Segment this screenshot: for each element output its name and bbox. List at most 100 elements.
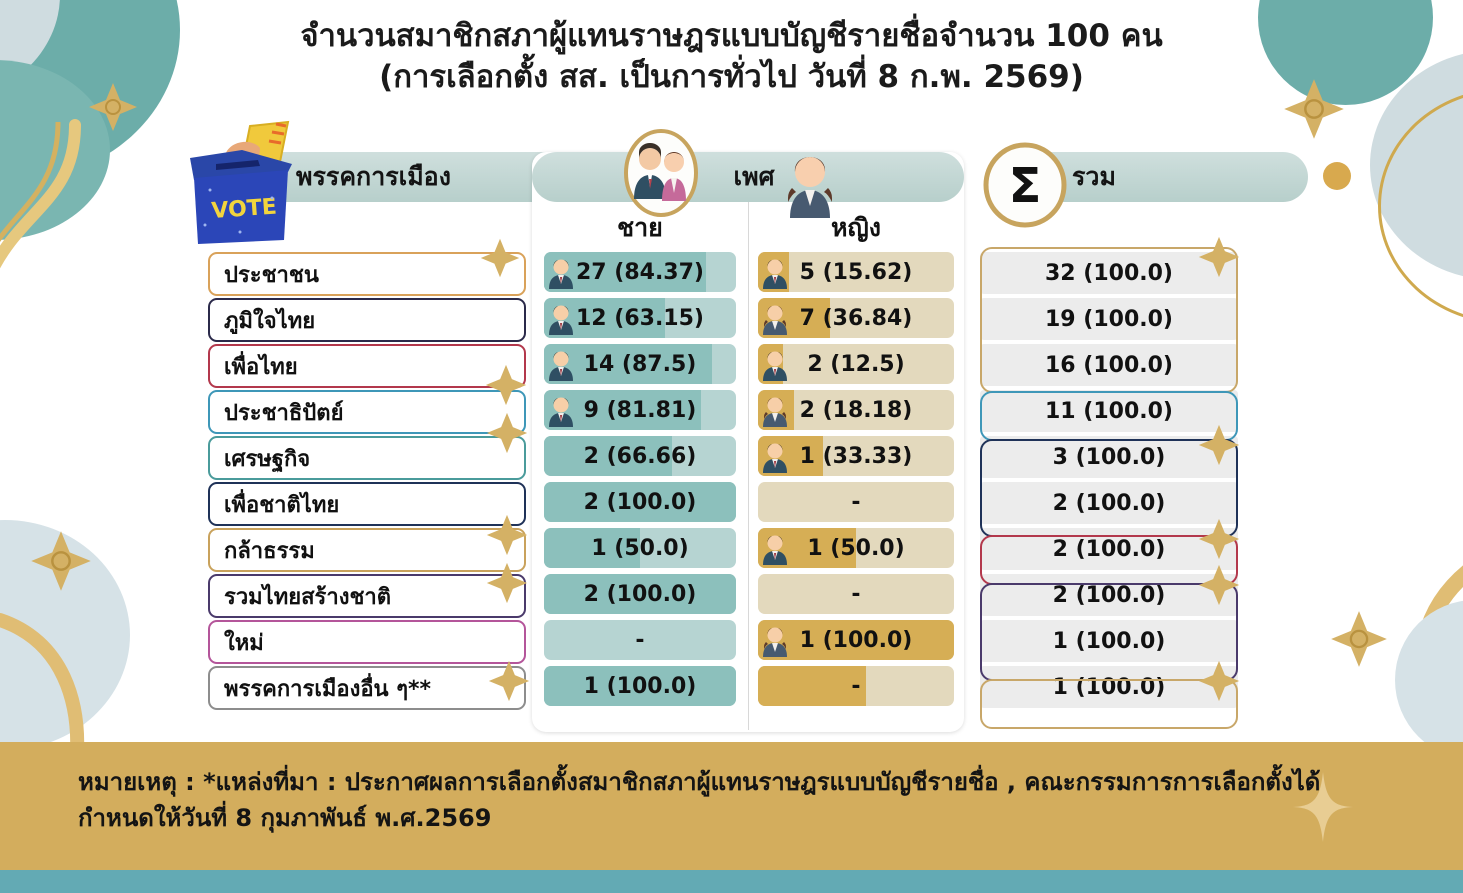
party-name-label: กล้าธรรม	[224, 538, 315, 564]
female-bar-cell[interactable]: 2 (12.5)	[758, 344, 954, 384]
subheader-female: หญิง	[831, 213, 881, 242]
bar-value-label: 2 (18.18)	[799, 397, 913, 423]
total-data-column: 32 (100.0) 19 (100.0) 16 (100.0) 11 (100.0)…	[980, 252, 1238, 712]
bar-fill	[544, 528, 640, 568]
data-table: VOTE พรรคการเมือง เพศ ชาย ห	[0, 120, 1463, 740]
female-bar-cell[interactable]: 1 (33.33)	[758, 436, 954, 476]
footer-line-2: กำหนดให้วันที่ 8 กุมภาพันธ์ พ.ศ.2569	[78, 804, 492, 832]
bar-value-label: 7 (36.84)	[799, 305, 913, 331]
bar-value-label: 5 (15.62)	[799, 259, 913, 285]
bar-value-label: -	[851, 581, 861, 607]
party-name-label: ประชาธิปัตย์	[224, 400, 344, 426]
male-avatar-icon	[549, 305, 573, 335]
bar-value-label: 14 (87.5)	[583, 351, 697, 377]
header-pill-party: พรรคการเมือง	[238, 152, 582, 202]
thai-gold-ornament-icon	[488, 660, 530, 702]
total-cell[interactable]: 19 (100.0)	[980, 298, 1238, 340]
female-avatar-icon	[787, 157, 833, 218]
male-bar-cell[interactable]: 2 (66.66)	[544, 436, 736, 476]
male-avatar-icon	[763, 259, 787, 289]
total-cell[interactable]: 2 (100.0)	[980, 482, 1238, 524]
party-row[interactable]: เศรษฐกิจ	[208, 436, 526, 480]
female-bar-cell[interactable]: 1 (100.0)	[758, 620, 954, 660]
total-cell[interactable]: 16 (100.0)	[980, 344, 1238, 386]
female-bar-cell[interactable]: 5 (15.62)	[758, 252, 954, 292]
bar-value-label: 1 (100.0)	[799, 627, 913, 653]
male-data-column: 27 (84.37) 12 (63.15) 14 (87.5) 9 (81.81) 2 …	[544, 252, 736, 712]
female-avatar-icon	[763, 627, 787, 657]
thai-gold-ornament-icon	[486, 562, 528, 604]
sex-column-divider	[748, 202, 749, 730]
party-row[interactable]: ประชาชน	[208, 252, 526, 296]
party-name-label: รวมไทยสร้างชาติ	[224, 584, 392, 610]
total-value-label: 11 (100.0)	[1045, 398, 1173, 424]
total-cell[interactable]: 1 (100.0)	[980, 666, 1238, 708]
male-bar-cell[interactable]: -	[544, 620, 736, 660]
female-avatar-icon	[763, 305, 787, 335]
title-line-1: จำนวนสมาชิกสภาผู้แทนราษฎรแบบบัญชีรายชื่อ…	[300, 18, 1163, 54]
thai-gold-ornament-icon	[1198, 564, 1240, 606]
bar-value-label: 2 (66.66)	[583, 443, 697, 469]
male-female-couple-icon	[624, 129, 698, 217]
bar-fill	[758, 666, 866, 706]
subheader-male: ชาย	[617, 213, 663, 242]
thai-gold-ornament-icon	[1198, 236, 1240, 278]
party-row[interactable]: เพื่อไทย	[208, 344, 526, 388]
male-bar-cell[interactable]: 1 (100.0)	[544, 666, 736, 706]
party-row[interactable]: พรรคการเมืองอื่น ๆ**	[208, 666, 526, 710]
thai-gold-ornament-icon	[1198, 660, 1240, 702]
total-cell[interactable]: 11 (100.0)	[980, 390, 1238, 432]
sparkle-icon	[1293, 772, 1353, 842]
party-row[interactable]: เพื่อชาติไทย	[208, 482, 526, 526]
party-name-label: พรรคการเมืองอื่น ๆ**	[224, 676, 432, 702]
total-cell[interactable]: 3 (100.0)	[980, 436, 1238, 478]
female-bar-cell[interactable]: 7 (36.84)	[758, 298, 954, 338]
bar-value-label: 12 (63.15)	[576, 305, 704, 331]
thai-gold-ornament-icon	[480, 238, 520, 278]
party-row[interactable]: รวมไทยสร้างชาติ	[208, 574, 526, 618]
bar-value-label: 2 (12.5)	[807, 351, 905, 377]
female-bar-cell[interactable]: 1 (50.0)	[758, 528, 954, 568]
footer-line-1: หมายเหตุ : *แหล่งที่มา : ประกาศผลการเลือ…	[78, 768, 1321, 796]
total-value-label: 2 (100.0)	[1052, 536, 1166, 562]
party-row[interactable]: ภูมิใจไทย	[208, 298, 526, 342]
party-row[interactable]: ประชาธิปัตย์	[208, 390, 526, 434]
svg-text:VOTE: VOTE	[211, 194, 278, 224]
male-avatar-icon	[763, 535, 787, 565]
total-value-label: 16 (100.0)	[1045, 352, 1173, 378]
bar-fill	[544, 482, 736, 522]
thai-gold-ornament-icon	[1198, 518, 1240, 560]
female-bar-cell[interactable]: -	[758, 574, 954, 614]
thai-gold-ornament-icon	[485, 364, 527, 406]
female-avatar-icon	[763, 397, 787, 427]
party-name-label: ใหม่	[224, 630, 264, 656]
female-bar-cell[interactable]: 2 (18.18)	[758, 390, 954, 430]
male-avatar-icon	[549, 259, 573, 289]
female-bar-cell[interactable]: -	[758, 482, 954, 522]
total-cell[interactable]: 2 (100.0)	[980, 574, 1238, 616]
header-pill-sex: เพศ	[532, 152, 964, 202]
bar-fill	[544, 574, 736, 614]
male-bar-cell[interactable]: 1 (50.0)	[544, 528, 736, 568]
male-bar-cell[interactable]: 2 (100.0)	[544, 482, 736, 522]
party-row[interactable]: กล้าธรรม	[208, 528, 526, 572]
footer-note-band: หมายเหตุ : *แหล่งที่มา : ประกาศผลการเลือ…	[0, 742, 1463, 870]
male-bar-cell[interactable]: 2 (100.0)	[544, 574, 736, 614]
bar-value-label: 2 (100.0)	[583, 489, 697, 515]
bar-value-label: 2 (100.0)	[583, 581, 697, 607]
female-bar-cell[interactable]: -	[758, 666, 954, 706]
male-bar-cell[interactable]: 9 (81.81)	[544, 390, 736, 430]
total-cell[interactable]: 32 (100.0)	[980, 252, 1238, 294]
total-cell[interactable]: 1 (100.0)	[980, 620, 1238, 662]
total-value-label: 2 (100.0)	[1052, 582, 1166, 608]
party-name-label: ประชาชน	[224, 262, 319, 288]
male-bar-cell[interactable]: 27 (84.37)	[544, 252, 736, 292]
party-row[interactable]: ใหม่	[208, 620, 526, 664]
female-data-column: 5 (15.62) 7 (36.84) 2 (12.5) 2 (18.18) 1 (33…	[758, 252, 954, 712]
male-bar-cell[interactable]: 14 (87.5)	[544, 344, 736, 384]
sigma-sum-icon: Σ	[983, 142, 1067, 228]
male-bar-cell[interactable]: 12 (63.15)	[544, 298, 736, 338]
ballot-box-vote-icon: VOTE	[190, 120, 292, 244]
bar-value-label: -	[851, 673, 861, 699]
male-avatar-icon	[549, 351, 573, 381]
